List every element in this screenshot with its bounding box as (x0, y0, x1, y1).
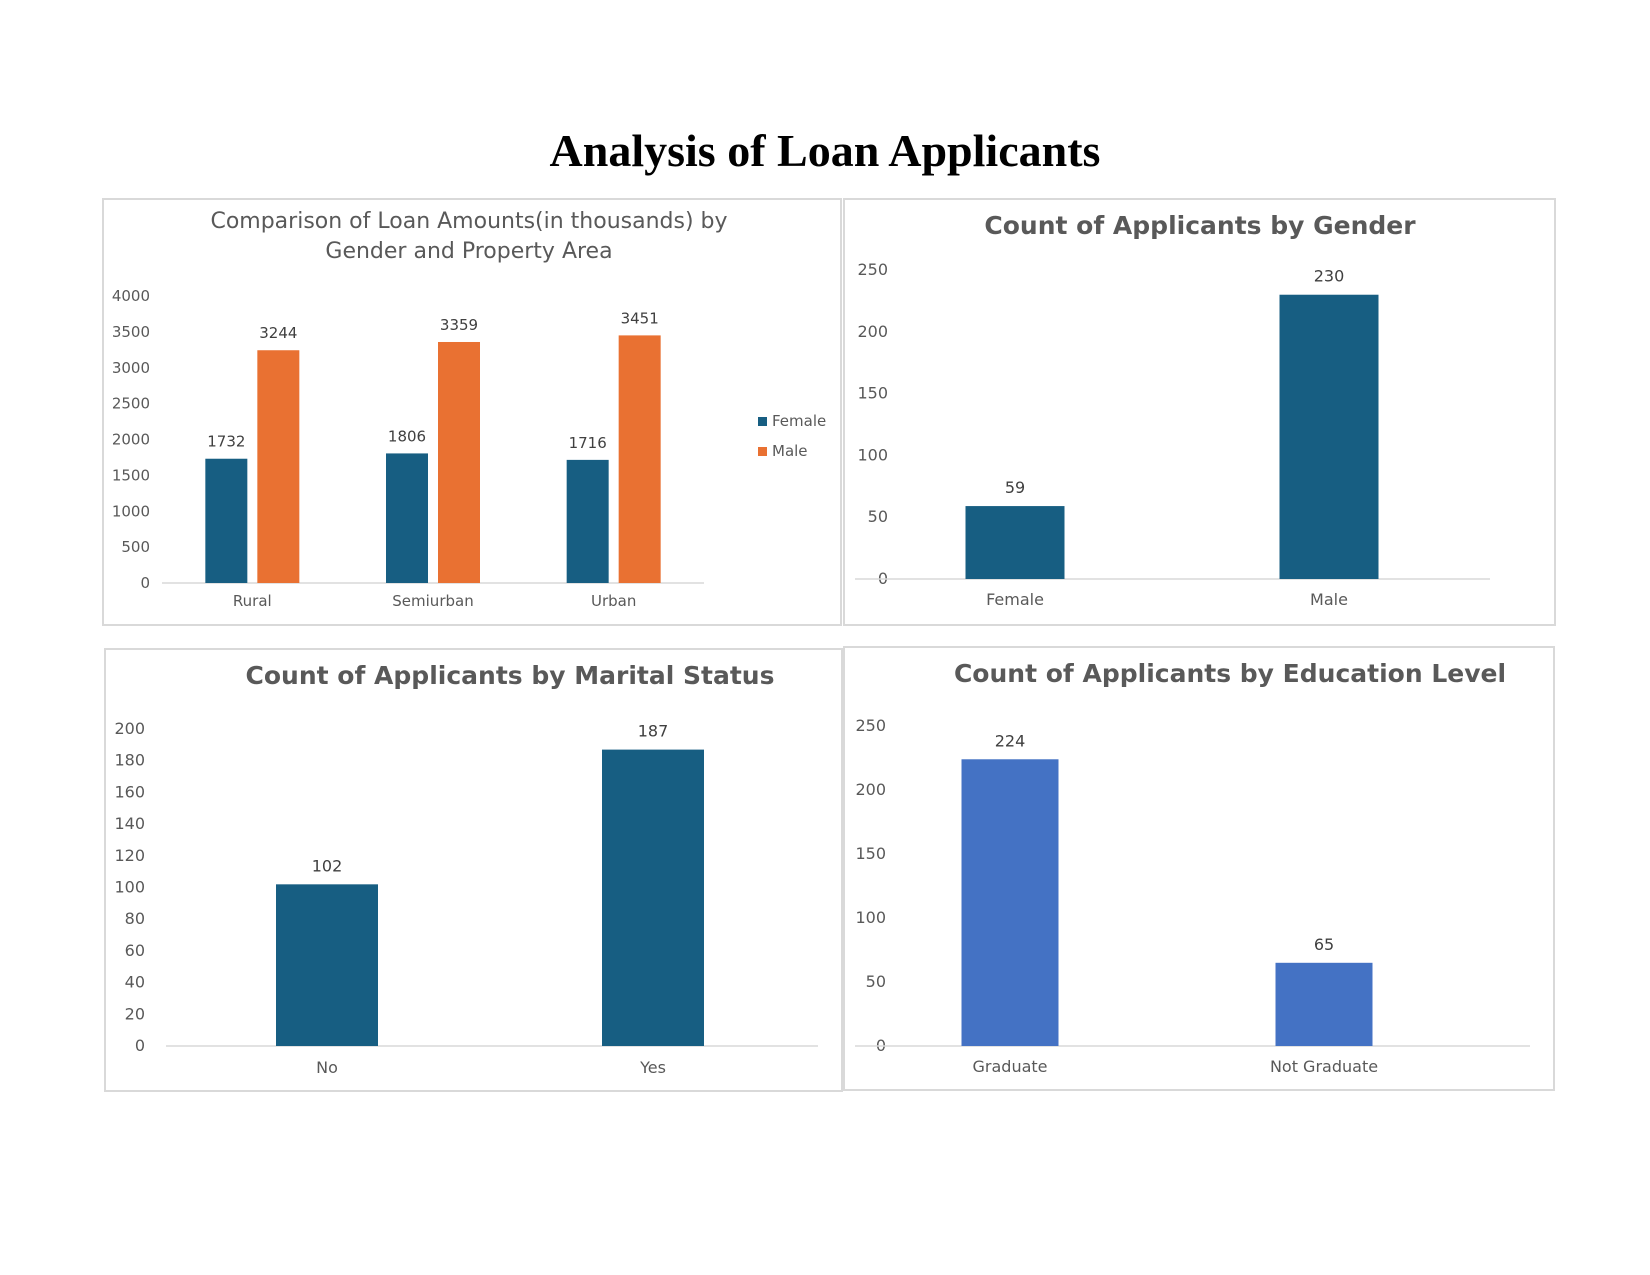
y-tick-label: 3500 (112, 323, 150, 341)
y-tick-label: 250 (855, 716, 886, 735)
bar-male-urban (618, 335, 661, 583)
y-tick-label: 200 (855, 780, 886, 799)
x-category-label: Not Graduate (1270, 1057, 1378, 1076)
bar-male-semiurban (438, 341, 480, 583)
y-tick-label: 100 (855, 908, 886, 927)
legend-label-male: Male (772, 442, 808, 460)
y-tick-label: 100 (857, 445, 888, 464)
data-label: 1732 (207, 433, 245, 451)
bar-male-rural (257, 350, 300, 583)
data-label: 59 (1005, 478, 1025, 497)
education-level-chart-svg: Count of Applicants by Education Level05… (855, 659, 1530, 1076)
y-tick-label: 50 (868, 507, 888, 526)
y-tick-label: 20 (125, 1004, 145, 1023)
y-tick-label: 1000 (112, 502, 150, 520)
data-label: 65 (1314, 935, 1334, 954)
bar-female-semiurban (386, 453, 428, 583)
x-category-label: Semiurban (392, 592, 473, 610)
y-tick-label: 120 (114, 846, 145, 865)
gender-count-chart-svg: Count of Applicants by Gender05010015020… (855, 211, 1490, 609)
chart-title: Count of Applicants by Marital Status (246, 661, 775, 690)
y-tick-label: 4000 (112, 287, 150, 305)
y-tick-label: 140 (114, 814, 145, 833)
y-tick-label: 100 (114, 878, 145, 897)
data-label: 224 (995, 731, 1026, 750)
data-label: 1716 (569, 434, 607, 452)
x-category-label: Female (986, 590, 1044, 609)
bar-graduate (961, 759, 1059, 1046)
x-category-label: Graduate (973, 1057, 1048, 1076)
page-title: Analysis of Loan Applicants (549, 125, 1101, 176)
loan-amount-chart-svg: Comparison of Loan Amounts(in thousands)… (112, 209, 826, 610)
y-tick-label: 150 (857, 384, 888, 403)
y-tick-label: 180 (114, 751, 145, 770)
y-tick-label: 50 (866, 972, 886, 991)
legend-swatch-female (758, 417, 767, 426)
y-tick-label: 500 (121, 538, 150, 556)
data-label: 1806 (388, 427, 426, 445)
x-category-label: Rural (233, 592, 272, 610)
y-tick-label: 200 (114, 719, 145, 738)
y-tick-label: 2500 (112, 395, 150, 413)
y-tick-label: 40 (125, 973, 145, 992)
y-tick-label: 150 (855, 844, 886, 863)
chart-title-line: Gender and Property Area (325, 239, 612, 264)
bar-yes (602, 749, 704, 1046)
chart-title-line: Comparison of Loan Amounts(in thousands)… (210, 209, 727, 234)
chart-title: Count of Applicants by Education Level (954, 659, 1506, 688)
marital-status-chart-svg: Count of Applicants by Marital Status 0 20… (114, 661, 818, 1077)
data-label: 102 (312, 856, 343, 875)
data-label: 187 (638, 722, 669, 741)
y-tick-label: 250 (857, 260, 888, 279)
bar-female-urban (566, 459, 609, 583)
y-tick-label: 160 (114, 782, 145, 801)
bar-female (965, 506, 1065, 579)
loan-amount-by-gender-area-chart: Comparison of Loan Amounts(in thousands)… (102, 198, 842, 626)
y-tick-label: 80 (125, 909, 145, 928)
bar-no (276, 884, 378, 1046)
chart-title: Count of Applicants by Gender (984, 211, 1416, 240)
data-label: 3359 (440, 316, 478, 334)
bar-male (1279, 294, 1379, 579)
y-tick-label: 0 (135, 1036, 145, 1055)
x-category-label: Male (1310, 590, 1348, 609)
data-label: 3451 (621, 309, 659, 327)
marital-status-count-chart: Count of Applicants by Marital Status 0 20… (104, 648, 843, 1092)
x-category-label: Urban (591, 592, 636, 610)
gender-count-chart: Count of Applicants by Gender 0 50 100 150 20… (843, 198, 1556, 626)
y-tick-label: 0 (140, 574, 150, 592)
y-tick-label: 200 (857, 322, 888, 341)
x-category-label: No (316, 1058, 338, 1077)
education-level-count-chart: Count of Applicants by Education Level 0 5… (843, 646, 1555, 1091)
data-label: 230 (1314, 267, 1345, 286)
data-label: 3244 (259, 324, 297, 342)
bar-not-graduate (1275, 962, 1373, 1046)
legend-label-female: Female (772, 412, 826, 430)
y-tick-label: 2000 (112, 431, 150, 449)
y-tick-label: 3000 (112, 359, 150, 377)
legend-swatch-male (758, 447, 767, 456)
x-category-label: Yes (639, 1058, 666, 1077)
y-tick-label: 60 (125, 941, 145, 960)
y-tick-label: 1500 (112, 466, 150, 484)
bar-female-rural (205, 458, 248, 583)
